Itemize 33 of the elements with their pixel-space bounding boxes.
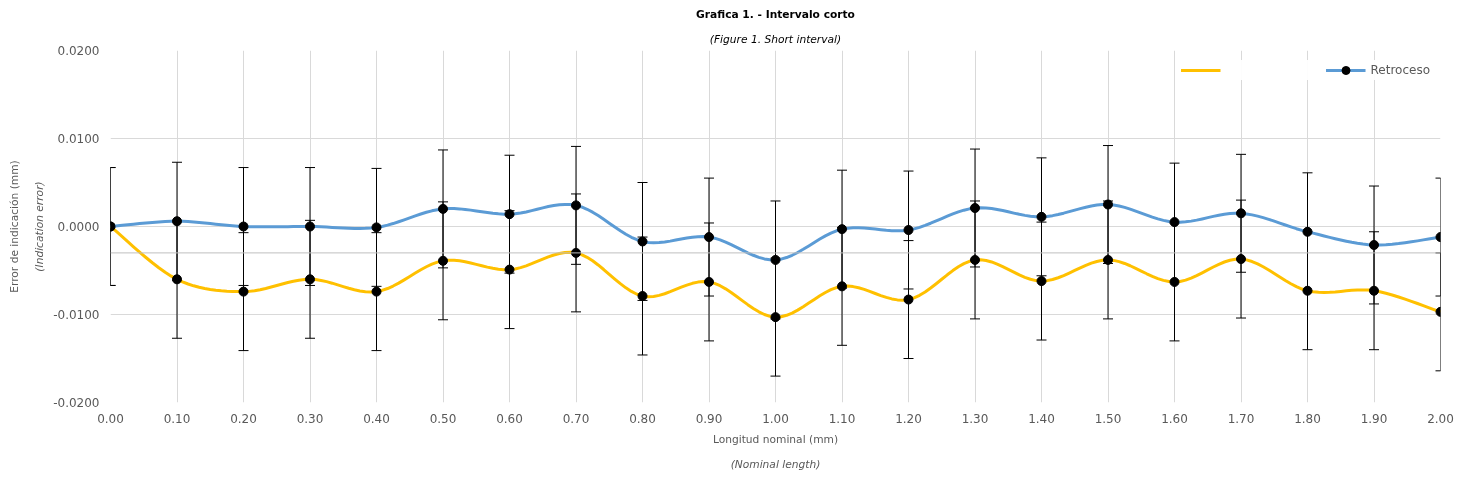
x-tick-label: 0.10 — [163, 411, 191, 426]
x-tick-label: 0.60 — [496, 411, 523, 426]
legend-label: Retroceso — [1370, 63, 1430, 77]
y-tick-label: 0.0100 — [57, 132, 100, 146]
x-tick-label: 1.60 — [1161, 411, 1188, 426]
y-tick-label: -0.0100 — [53, 308, 100, 322]
x-tick-label: 0.20 — [230, 411, 257, 426]
x-tick-label: 0.00 — [97, 411, 124, 426]
x-tick-label: 1.30 — [961, 411, 989, 426]
chart-subtitle: (Figure 1. Short interval) — [709, 32, 842, 46]
y-tick-label: 0.0200 — [57, 44, 100, 58]
x-tick-label: 0.40 — [363, 411, 390, 426]
y-axis-title: Error de indicación (mm) — [7, 160, 21, 293]
x-tick-label: 1.80 — [1294, 411, 1321, 426]
chart-title: Grafica 1. - Intervalo corto — [696, 7, 855, 21]
y-tick-label: -0.0200 — [53, 396, 100, 410]
x-tick-label: 2.00 — [1427, 411, 1454, 426]
x-tick-label: 1.00 — [762, 411, 789, 426]
y-tick-label: 0.0000 — [57, 220, 100, 234]
text: (Nominal length) — [730, 457, 821, 471]
x-tick-label: 1.70 — [1227, 411, 1255, 426]
x-tick-label: 0.30 — [296, 411, 324, 426]
x-tick-label: 1.90 — [1360, 411, 1388, 426]
x-tick-label: 1.10 — [828, 411, 856, 426]
x-tick-label: 1.40 — [1028, 411, 1055, 426]
text: (Indication error) — [32, 181, 46, 272]
x-tick-label: 0.80 — [629, 411, 656, 426]
x-tick-label: 0.90 — [695, 411, 723, 426]
x-tick-label: 1.20 — [895, 411, 922, 426]
x-tick-label: 1.50 — [1094, 411, 1122, 426]
x-tick-label: 0.50 — [429, 411, 457, 426]
x-axis-title: Longitud nominal (mm) — [712, 432, 839, 446]
x-tick-label: 0.70 — [562, 411, 590, 426]
